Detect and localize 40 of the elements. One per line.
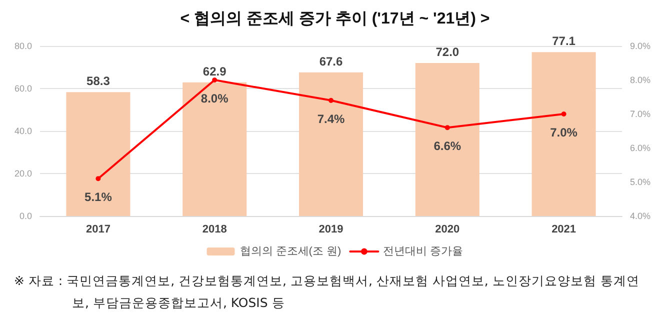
bar <box>182 82 247 216</box>
y-tick-label: 20.0 <box>14 168 32 178</box>
data-label: 7.4% <box>317 112 345 126</box>
point <box>444 125 450 130</box>
bar <box>532 52 596 216</box>
y2-tick-label: 4.0% <box>630 211 651 221</box>
x-tick-label: 2017 <box>86 224 110 236</box>
y2-tick-label: 8.0% <box>630 75 651 85</box>
data-label: 67.6 <box>319 54 343 68</box>
data-label: 72.0 <box>436 45 460 59</box>
point <box>96 176 101 182</box>
data-label: 77.1 <box>552 34 576 48</box>
data-label: 62.9 <box>202 64 227 78</box>
x-tick-label: 2021 <box>552 224 576 236</box>
bar <box>298 72 364 216</box>
data-label: 6.6% <box>434 139 462 154</box>
data-label: 5.1% <box>84 190 112 204</box>
bar <box>66 92 130 216</box>
text: ※ 자료 : 국민연금통계연보, 건강보험통계연보, 고용보험백서, 산재보험 사업연보, 노인장기요양보험 통계연보, 부담금운용종합보고서, KOSIS 등 <box>14 272 640 312</box>
x-tick-label: 2019 <box>318 224 344 236</box>
y-tick-label: 40.0 <box>14 126 32 136</box>
data-label: 58.3 <box>86 74 110 88</box>
y-tick-label: 0.0 <box>19 211 32 221</box>
y2-tick-label: 7.0% <box>630 109 651 119</box>
y2-tick-label: 9.0% <box>630 41 651 51</box>
chart-title: < 협의의 준조세 증가 추이 ('17년 ~ '21년) > <box>180 10 490 28</box>
x-tick-label: 2020 <box>435 224 460 236</box>
y-tick-label: 80.0 <box>14 41 32 51</box>
point <box>328 98 334 103</box>
legend-label: 협의의 준조세(조 원) <box>240 246 342 258</box>
point <box>561 112 566 116</box>
x-tick-label: 2018 <box>202 224 227 236</box>
legend-label: 전년대비 증가율 <box>383 246 464 258</box>
bar <box>415 63 480 216</box>
data-label: 7.0% <box>550 126 578 140</box>
data-label: 8.0% <box>200 92 229 106</box>
y2-tick-label: 6.0% <box>630 143 651 153</box>
y-tick-label: 60.0 <box>14 84 32 94</box>
point <box>212 78 218 82</box>
y2-tick-label: 5.0% <box>630 177 651 187</box>
